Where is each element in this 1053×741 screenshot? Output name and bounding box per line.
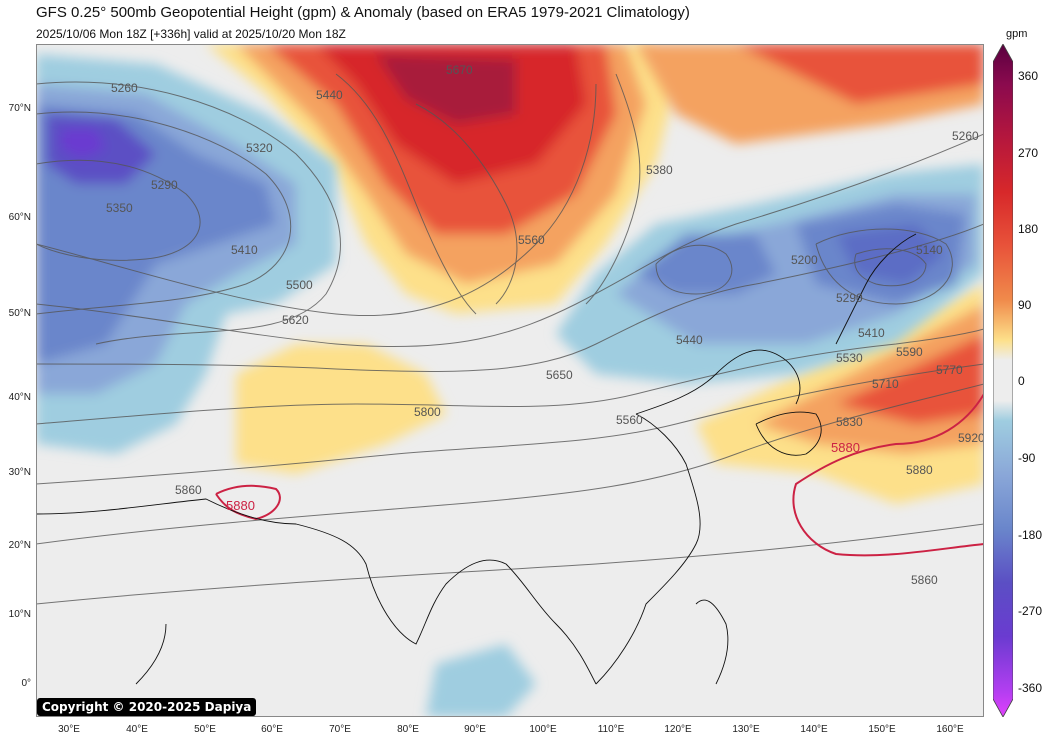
contour-label: 5920 xyxy=(958,431,984,445)
contour-label: 5770 xyxy=(936,363,963,377)
contour-label: 5880 xyxy=(906,463,933,477)
contour-label: 5200 xyxy=(791,253,818,267)
colorbar-tick: -90 xyxy=(1018,451,1036,465)
contour-label: 5440 xyxy=(676,333,703,347)
negative-anomaly-east xyxy=(556,164,984,384)
lon-label: 100°E xyxy=(529,724,557,735)
lon-label: 160°E xyxy=(936,724,964,735)
contour-label: 5410 xyxy=(858,326,885,340)
negative-anomaly-west xyxy=(36,54,336,454)
height-contours xyxy=(36,73,984,605)
lon-label: 110°E xyxy=(597,724,625,735)
contour-label: 5620 xyxy=(282,313,309,327)
colorbar-tick: -180 xyxy=(1018,528,1043,542)
colorbar-tick: 270 xyxy=(1018,146,1039,160)
colorbar-tick: -360 xyxy=(1018,681,1043,695)
contour-label: 5350 xyxy=(106,201,133,215)
contour-label: 5860 xyxy=(911,573,938,587)
contour-labels: 5260 5290 5320 5350 5410 5500 5620 5650 … xyxy=(106,63,984,587)
lon-label: 50°E xyxy=(194,724,216,735)
lon-label: 150°E xyxy=(868,724,896,735)
colorbar-tick: 90 xyxy=(1018,298,1032,312)
contour-label: 5590 xyxy=(896,345,923,359)
positive-anomaly-east xyxy=(636,44,984,504)
lat-label: 30°N xyxy=(8,467,31,478)
contour-label: 5500 xyxy=(286,278,313,292)
contour-label: 5440 xyxy=(316,88,343,102)
contour-label-5880: 5880 xyxy=(226,498,255,513)
lon-label: 140°E xyxy=(800,724,828,735)
colorbar-unit: gpm xyxy=(1006,28,1028,40)
contour-label: 5560 xyxy=(518,233,545,247)
lat-label: 70°N xyxy=(8,103,31,114)
contour-label: 5260 xyxy=(111,81,138,95)
lat-label: 20°N xyxy=(8,540,31,551)
copyright-badge: Copyright © 2020-2025 Dapiya xyxy=(37,698,257,716)
lon-label: 80°E xyxy=(397,724,419,735)
contour-label: 5560 xyxy=(616,413,643,427)
colorbar xyxy=(993,44,1013,717)
contour-label: 5860 xyxy=(175,483,202,497)
contour-label: 5710 xyxy=(872,377,899,391)
map-panel: 5260 5290 5320 5350 5410 5500 5620 5650 … xyxy=(36,44,984,717)
contour-label: 5530 xyxy=(836,351,863,365)
positive-anomaly-ridge xyxy=(206,44,676,314)
contour-label: 5410 xyxy=(231,243,258,257)
contour-label: 5380 xyxy=(646,163,673,177)
lat-label: 60°N xyxy=(8,212,31,223)
lon-label: 90°E xyxy=(464,724,486,735)
lat-label: 10°N xyxy=(8,609,31,620)
contour-label-5880: 5880 xyxy=(831,440,860,455)
contour-label: 5650 xyxy=(546,368,573,382)
lat-label: 50°N xyxy=(8,308,31,319)
coastlines xyxy=(36,233,917,685)
colorbar-tick: 180 xyxy=(1018,222,1039,236)
colorbar-tick: -270 xyxy=(1018,604,1043,618)
lon-label: 30°E xyxy=(58,724,80,735)
lon-label: 70°E xyxy=(329,724,351,735)
contour-label: 5290 xyxy=(151,178,178,192)
map-subtitle: 2025/10/06 Mon 18Z [+336h] valid at 2025… xyxy=(36,27,346,41)
lon-label: 40°E xyxy=(126,724,148,735)
negative-anomaly-south xyxy=(426,644,536,717)
colorbar-tick: 0 xyxy=(1018,374,1025,388)
map-frame xyxy=(36,44,984,717)
contour-label: 5800 xyxy=(414,405,441,419)
lon-label: 130°E xyxy=(732,724,760,735)
contour-label: 5260 xyxy=(952,129,979,143)
anomaly-map-graphic: 5260 5290 5320 5350 5410 5500 5620 5650 … xyxy=(36,44,984,717)
contour-label: 5670 xyxy=(446,63,473,77)
lat-label: 40°N xyxy=(8,392,31,403)
contour-label: 5290 xyxy=(836,291,863,305)
contour-label: 5320 xyxy=(246,141,273,155)
positive-anomaly-central-asia xyxy=(236,344,446,474)
lon-label: 120°E xyxy=(664,724,692,735)
map-title: GFS 0.25° 500mb Geopotential Height (gpm… xyxy=(36,4,690,21)
colorbar-tick: 360 xyxy=(1018,69,1039,83)
contour-label: 5830 xyxy=(836,415,863,429)
contour-label: 5140 xyxy=(916,243,943,257)
lon-label: 60°E xyxy=(261,724,283,735)
lat-label: 0° xyxy=(21,678,31,689)
